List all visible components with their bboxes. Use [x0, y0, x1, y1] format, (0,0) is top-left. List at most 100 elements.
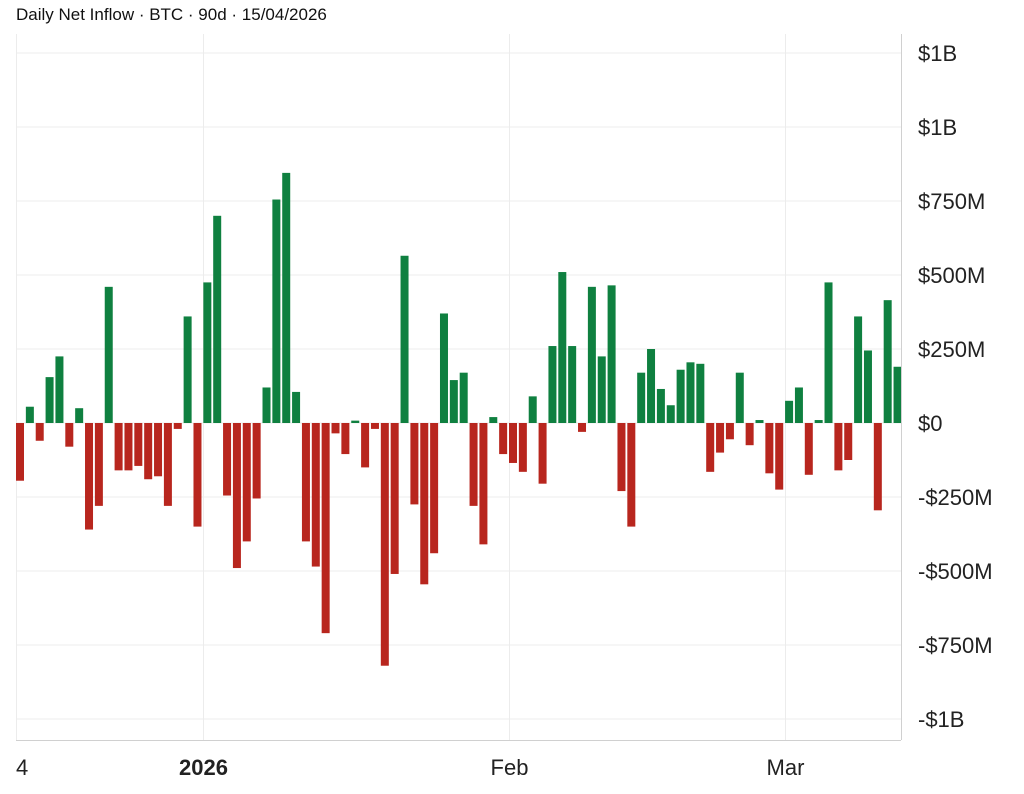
inflow-bar — [292, 391, 301, 423]
inflow-bar — [824, 282, 833, 423]
outflow-bar — [509, 423, 517, 463]
inflow-bar — [558, 272, 567, 423]
inflow-bar — [568, 346, 577, 423]
inflow-bar — [203, 282, 212, 423]
y-tick-label: -$250M — [918, 485, 993, 510]
outflow-bar — [844, 423, 853, 460]
x-tick-label: Feb — [491, 755, 529, 780]
outflow-bar — [430, 423, 439, 554]
outflow-bar — [380, 423, 389, 666]
outflow-bar — [223, 423, 232, 496]
outflow-bar — [706, 423, 715, 472]
outflow-bar — [252, 423, 261, 499]
y-tick-label: $1B — [918, 41, 957, 66]
inflow-bar — [893, 366, 902, 423]
outflow-bar — [16, 423, 24, 481]
y-tick-label: $500M — [918, 263, 985, 288]
inflow-bar — [587, 286, 596, 423]
outflow-bar — [390, 423, 399, 574]
inflow-bar — [696, 363, 705, 423]
inflow-bar — [656, 388, 665, 423]
x-tick-label: Mar — [767, 755, 805, 780]
inflow-bar — [262, 387, 271, 423]
inflow-bar — [75, 408, 84, 423]
outflow-bar — [242, 423, 251, 542]
inflow-bar — [854, 316, 863, 423]
inflow-bar — [735, 372, 744, 423]
inflow-bar — [489, 417, 498, 423]
outflow-bar — [321, 423, 330, 634]
outflow-bar — [420, 423, 429, 585]
inflow-bar — [55, 356, 64, 423]
outflow-bar — [144, 423, 153, 480]
inflow-bar — [676, 369, 685, 423]
outflow-bar — [154, 423, 163, 477]
outflow-bar — [873, 423, 882, 511]
outflow-bar — [745, 423, 754, 446]
grid-lines — [16, 34, 901, 740]
outflow-bar — [479, 423, 488, 545]
inflow-bar — [449, 380, 458, 423]
inflow-bar — [213, 215, 222, 423]
outflow-bar — [65, 423, 74, 447]
inflow-bar — [607, 285, 616, 423]
outflow-bar — [35, 423, 44, 441]
inflow-bar — [883, 300, 892, 423]
y-axis-labels: $1B $1B $750M $500M $250M $0 -$250M -$500M -$750… — [918, 41, 993, 732]
inflow-bar — [528, 396, 537, 423]
inflow-bar — [863, 350, 872, 423]
y-tick-label: $0 — [918, 411, 942, 436]
inflow-bar — [282, 172, 291, 423]
inflow-bar — [351, 420, 360, 423]
outflow-bar — [725, 423, 734, 440]
x-tick-label: 4 — [16, 755, 28, 780]
outflow-bar — [410, 423, 419, 505]
y-tick-label: -$500M — [918, 559, 993, 584]
y-tick-label: $250M — [918, 337, 985, 362]
outflow-bar — [627, 423, 636, 527]
x-axis-labels: 42026FebMarApr — [16, 755, 805, 780]
outflow-bar — [804, 423, 813, 475]
inflow-bar — [597, 356, 606, 423]
outflow-bar — [765, 423, 774, 474]
y-tick-label: -$750M — [918, 633, 993, 658]
inflow-bar — [459, 372, 468, 423]
outflow-bar — [301, 423, 310, 542]
outflow-bar — [716, 423, 725, 453]
inflow-bar — [666, 405, 675, 423]
outflow-bar — [94, 423, 103, 506]
bars — [16, 172, 902, 666]
outflow-bar — [538, 423, 547, 484]
inflow-bar — [686, 362, 695, 423]
outflow-bar — [341, 423, 350, 455]
inflow-bar — [25, 406, 34, 423]
outflow-bar — [331, 423, 340, 434]
outflow-bar — [114, 423, 123, 471]
chart-title: Daily Net Inflow · BTC · 90d · 15/04/202… — [16, 5, 327, 24]
inflow-bar — [400, 255, 409, 423]
inflow-bar — [794, 387, 803, 423]
inflow-bar — [755, 420, 764, 423]
outflow-bar — [469, 423, 478, 506]
outflow-bar — [85, 423, 94, 530]
y-tick-label: $1B — [918, 115, 957, 140]
inflow-bar — [183, 316, 192, 423]
x-tick-label: 2026 — [179, 755, 228, 780]
inflow-bar — [439, 313, 448, 423]
inflow-bar — [104, 286, 113, 423]
outflow-bar — [232, 423, 241, 569]
outflow-bar — [311, 423, 320, 567]
axes — [16, 34, 902, 741]
y-tick-label: $750M — [918, 189, 985, 214]
outflow-bar — [124, 423, 133, 471]
outflow-bar — [775, 423, 784, 490]
outflow-bar — [163, 423, 172, 506]
outflow-bar — [173, 423, 182, 429]
inflow-bar — [647, 349, 656, 423]
inflow-bar — [814, 420, 823, 423]
inflow-bar — [45, 377, 54, 423]
outflow-bar — [518, 423, 527, 472]
outflow-bar — [834, 423, 843, 471]
inflow-bar — [637, 372, 646, 423]
inflow-bar — [548, 346, 557, 423]
